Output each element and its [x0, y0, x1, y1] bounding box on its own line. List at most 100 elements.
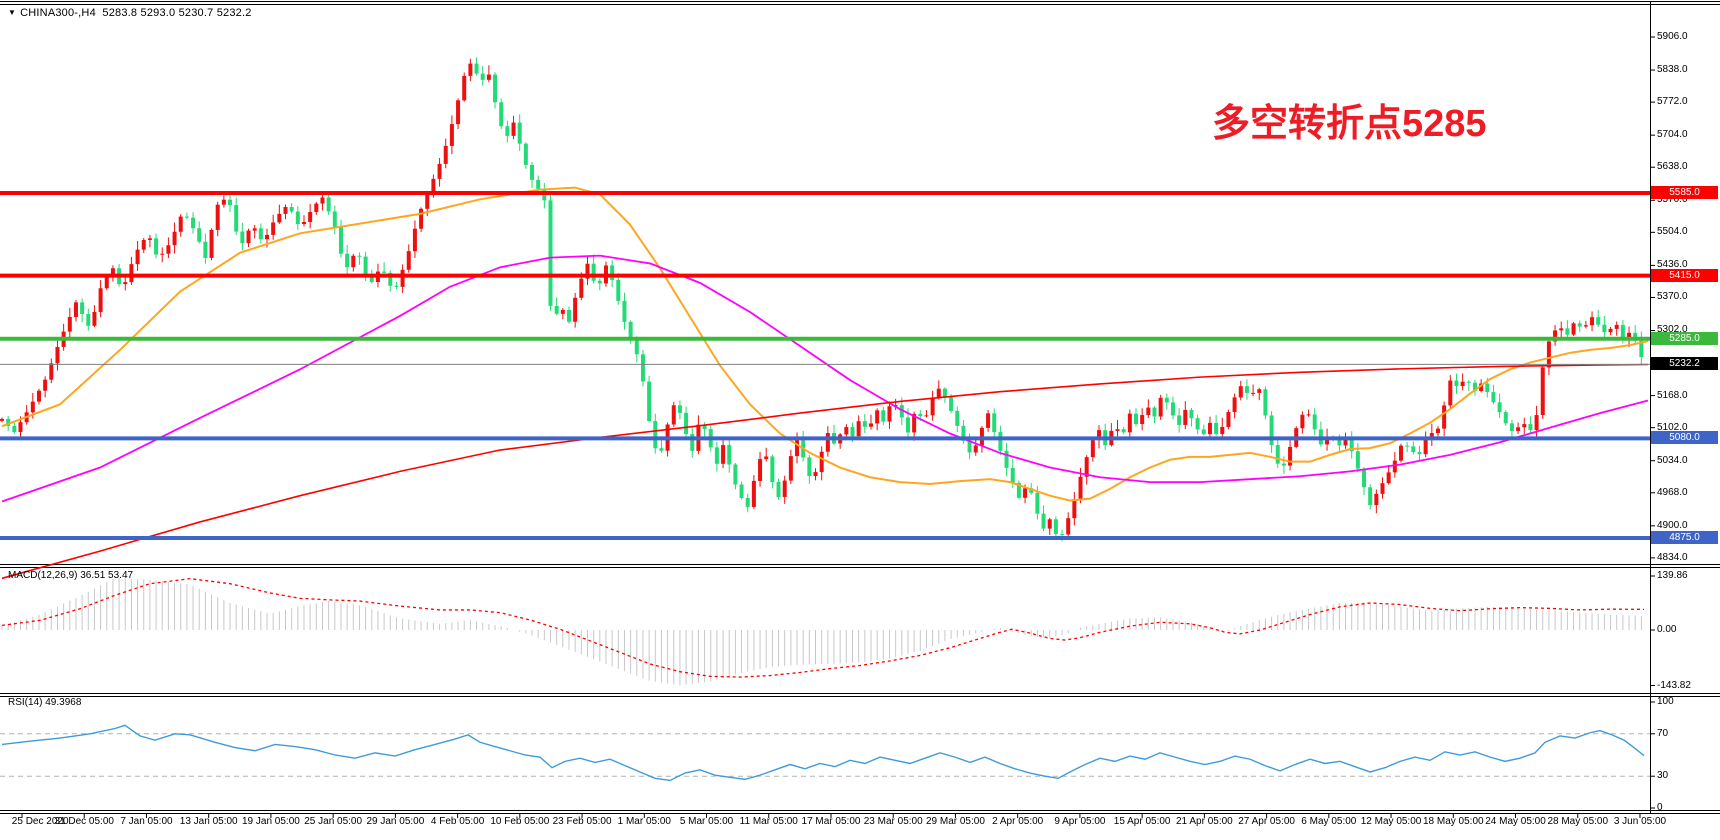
time-axis-label[interactable]: 5 Mar 05:00 — [679, 816, 734, 827]
time-axis-label[interactable]: 4 Feb 05:00 — [430, 816, 485, 827]
macd-axis-tick-label[interactable]: 139.86 — [1657, 570, 1688, 581]
candle — [825, 433, 830, 452]
candle — [1553, 330, 1558, 342]
price-axis-tick-label[interactable]: 5370.0 — [1657, 291, 1688, 303]
candle — [1238, 386, 1243, 398]
price-axis-tick-label[interactable]: 4834.0 — [1657, 551, 1688, 563]
candle — [1207, 422, 1212, 435]
time-axis-label[interactable]: 23 Mar 05:00 — [863, 816, 923, 827]
candle — [1596, 317, 1601, 325]
candle — [1399, 445, 1404, 461]
price-axis-tick-label[interactable]: 5638.0 — [1657, 161, 1688, 173]
price-axis-tick-label[interactable]: 4900.0 — [1657, 519, 1688, 531]
time-axis-label[interactable]: 9 Apr 05:00 — [1054, 816, 1106, 827]
rsi-axis-tick-label[interactable]: 70 — [1657, 727, 1669, 739]
time-axis-label[interactable]: 25 Dec 2020 — [11, 816, 69, 827]
time-axis-label[interactable]: 18 May 05:00 — [1422, 816, 1484, 827]
candle — [1023, 488, 1028, 498]
time-axis-label[interactable]: 27 Apr 05:00 — [1238, 816, 1295, 827]
ma-slow-line — [1, 363, 1649, 580]
price-axis-tick-label[interactable]: 4968.0 — [1657, 486, 1688, 498]
price-axis-tick-label[interactable]: 5838.0 — [1657, 64, 1688, 76]
symbol-ohlc-values: 5283.8 5293.0 5230.7 5232.2 — [102, 7, 252, 19]
candle — [363, 256, 368, 277]
candle — [868, 423, 873, 427]
symbol-dropdown-icon[interactable]: ▼ — [8, 8, 17, 17]
candle — [332, 211, 337, 228]
turning-point-annotation: 多空转折点5285 — [1212, 103, 1487, 145]
time-axis-label[interactable]: 25 Jan 05:00 — [304, 816, 363, 827]
candle — [110, 268, 115, 276]
time-axis-label[interactable]: 7 Jan 05:00 — [120, 816, 173, 827]
candle — [1429, 433, 1434, 440]
candle — [345, 253, 350, 268]
time-axis-label[interactable]: 28 May 05:00 — [1547, 816, 1609, 827]
price-axis-tick-label[interactable]: 5772.0 — [1657, 96, 1688, 108]
candle — [98, 288, 103, 312]
candle — [499, 102, 504, 127]
time-axis-label[interactable]: 1 Mar 05:00 — [617, 816, 671, 827]
price-axis-tick-label[interactable]: 5034.0 — [1657, 454, 1688, 466]
price-axis-tick-label[interactable]: 5436.0 — [1657, 259, 1688, 271]
time-axis-label[interactable]: 31 Dec 05:00 — [54, 816, 114, 827]
time-axis-label[interactable]: 2 Apr 05:00 — [992, 816, 1044, 827]
time-axis-label[interactable]: 24 May 05:00 — [1485, 816, 1546, 827]
candle — [1244, 386, 1249, 393]
price-axis-tick-label[interactable]: 5570.0 — [1657, 194, 1688, 206]
candle — [252, 228, 257, 231]
price-axis-tick-label[interactable]: 5504.0 — [1657, 226, 1688, 238]
candle — [191, 217, 196, 229]
rsi-axis-tick-label[interactable]: 0 — [1657, 802, 1663, 813]
candle — [628, 321, 633, 340]
price-axis-tick-label[interactable]: 5102.0 — [1657, 421, 1688, 433]
candle — [1485, 383, 1490, 393]
price-axis-tick-label[interactable]: 5168.0 — [1657, 389, 1688, 401]
price-axis-tick-label[interactable]: 5704.0 — [1657, 129, 1688, 141]
time-axis-label[interactable]: 21 Apr 05:00 — [1176, 816, 1233, 827]
time-axis-label[interactable]: 10 Feb 05:00 — [490, 816, 550, 827]
current-price-badge: 5232.2 — [1651, 357, 1718, 371]
candle — [283, 206, 288, 214]
time-axis-label[interactable]: 29 Jan 05:00 — [366, 816, 425, 827]
candle — [1608, 328, 1613, 333]
candle — [1288, 446, 1293, 466]
time-axis-label[interactable]: 23 Feb 05:00 — [552, 816, 612, 827]
candle — [640, 354, 645, 382]
candle — [530, 164, 535, 180]
candle — [1220, 427, 1225, 434]
time-axis-label[interactable]: 19 Jan 05:00 — [241, 816, 300, 827]
candle — [1627, 332, 1632, 340]
price-level-badge: 5080.0 — [1651, 431, 1718, 445]
candle — [1300, 414, 1305, 429]
time-axis-label[interactable]: 13 Jan 05:00 — [179, 816, 238, 827]
candle — [1454, 380, 1459, 386]
time-axis-label[interactable]: 15 Apr 05:00 — [1113, 816, 1171, 827]
price-axis-tick-label[interactable]: 5906.0 — [1657, 31, 1688, 42]
candle — [616, 279, 621, 301]
time-axis-label[interactable]: 11 Mar 05:00 — [739, 816, 798, 827]
candle — [289, 206, 294, 212]
time-axis-label[interactable]: 12 May 05:00 — [1360, 816, 1422, 827]
candle — [493, 74, 498, 103]
macd-axis-tick-label[interactable]: -143.82 — [1657, 679, 1691, 691]
time-axis-label[interactable]: 3 Jun 05:00 — [1613, 816, 1667, 827]
candle — [36, 390, 41, 402]
time-axis-label[interactable]: 17 Mar 05:00 — [801, 816, 861, 827]
ma-fast-line — [1, 186, 1649, 502]
candle — [1115, 429, 1120, 431]
candle — [1528, 424, 1533, 431]
candle — [795, 440, 800, 457]
rsi-axis-tick-label[interactable]: 100 — [1657, 696, 1674, 707]
time-axis-label[interactable]: 6 May 05:00 — [1301, 816, 1357, 827]
time-axis-label[interactable]: 29 Mar 05:00 — [925, 816, 985, 827]
candle — [351, 255, 356, 268]
candle — [1343, 437, 1348, 446]
candle — [135, 249, 140, 265]
price-axis-tick-label[interactable]: 5302.0 — [1657, 324, 1688, 336]
candle — [55, 346, 60, 364]
candle — [1503, 412, 1508, 424]
symbol-title-row[interactable]: ▼ CHINA300-,H4 5283.8 5293.0 5230.7 5232.… — [8, 7, 252, 19]
rsi-axis-tick-label[interactable]: 30 — [1657, 770, 1669, 782]
macd-axis-tick-label[interactable]: 0.00 — [1657, 624, 1677, 635]
